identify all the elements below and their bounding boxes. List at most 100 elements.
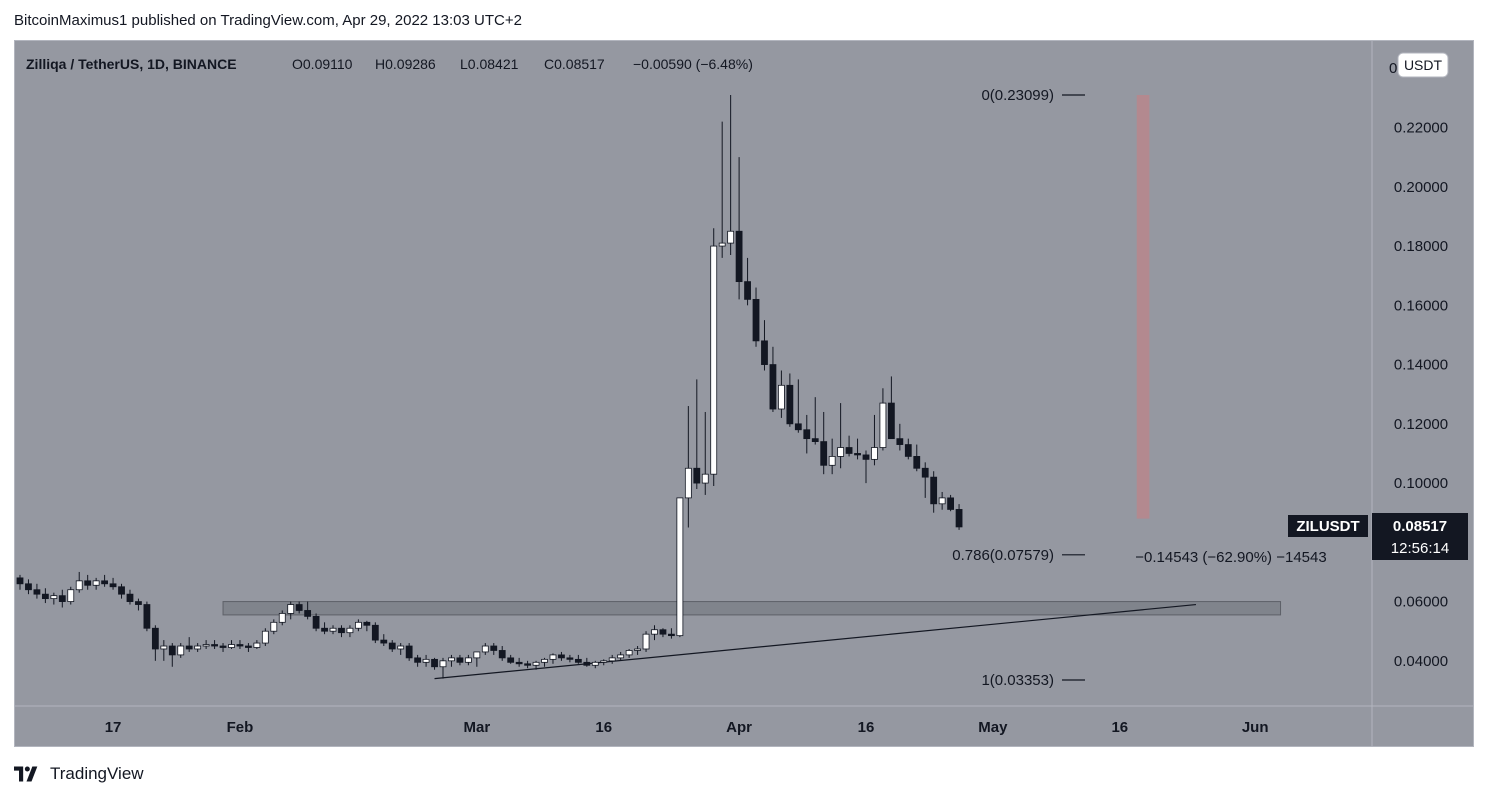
legend: Zilliqa / TetherUS, 1D, BINANCE O0.09110… [26,56,753,72]
candle-body-down [515,661,523,665]
publisher-line: BitcoinMaximus1 published on TradingView… [14,12,522,29]
candle-body-down [371,624,379,641]
candle-body-down [388,642,396,650]
candle-body-down [219,645,227,648]
legend-close: C0.08517 [544,56,605,72]
candle-body-down [904,444,912,457]
candle-body-down [168,645,176,656]
candle [820,411,828,475]
candle-body-down [456,657,464,663]
candle [769,346,777,412]
candle [642,631,650,652]
candle [583,657,591,667]
candle-body-down [583,661,591,666]
candle-body-down [135,601,142,605]
candle [67,586,75,605]
candle [143,601,151,632]
candle-body-down [668,633,675,637]
candle [16,574,24,590]
candle-body-down [693,467,701,484]
y-tick-label: 0.22000 [1394,120,1448,137]
x-tick-label: 16 [858,719,875,736]
candle-body-up [261,630,269,644]
x-tick-label: 16 [1111,719,1128,736]
candle [211,640,218,649]
x-tick-label: Feb [227,719,254,736]
candle [219,643,227,652]
candle-body-up [634,648,641,651]
candle-body-up [727,230,735,244]
candle [786,373,794,427]
candle [854,438,861,460]
candle [930,471,938,513]
candle-body-down [955,509,963,528]
candle [794,379,802,433]
measure-bar [1136,95,1150,519]
candle [185,637,193,652]
candle [811,397,819,445]
footer: TradingView [14,763,144,785]
tradingview-logo-icon [14,766,38,782]
x-tick-label: Jun [1242,719,1269,736]
candle-body-up [541,658,548,663]
y-tick-label: 0.16000 [1394,297,1448,314]
candle [25,579,32,595]
currency-badge-label[interactable]: USDT [1404,57,1443,73]
candle-body-down [304,610,312,617]
currency-badge[interactable]: 0 USDT [1389,52,1449,78]
candle-body-down [25,583,32,591]
last-price-label: ZILUSDT 0.08517 12:56:14 [1288,513,1468,560]
candle-body-down [574,658,582,663]
candle [668,628,675,639]
y-tick-label: 0.20000 [1394,179,1448,196]
candle [862,450,870,484]
candle [803,414,811,454]
candle [33,583,41,599]
candle-body-up [253,642,261,648]
candle [278,610,286,626]
candle-body-down [947,497,954,510]
candle [634,646,641,655]
plot-area[interactable]: 0(0.23099) 0.786(0.07579) 1(0.03353) [15,41,1372,706]
candle [600,659,608,666]
candle [253,640,261,649]
candle [684,406,692,528]
price-tag-countdown: 12:56:14 [1391,540,1449,557]
candle [84,574,92,590]
candle-body-down [769,364,777,410]
candle-body-up [642,633,650,650]
candle-body-down [854,453,861,456]
candle-body-up [329,627,337,632]
candle-body-down [896,438,904,445]
candle [947,494,954,512]
candle-body-down [185,645,193,650]
legend-low: L0.08421 [460,56,519,72]
candle [778,370,785,418]
candle [261,628,269,647]
candle [659,628,667,638]
candle [921,462,929,498]
candle-body-up [464,657,472,663]
candle [177,643,185,658]
candle [236,640,244,649]
candle-body-up [448,657,455,662]
candle [50,592,58,605]
candle [354,619,362,632]
candle-body-down [431,658,438,668]
candle-body-down [126,593,134,602]
candle-body-down [490,645,498,651]
candle-body-down [245,645,252,648]
candle [896,423,904,451]
currency-badge-box[interactable] [1397,52,1449,78]
y-tick-label: 0.04000 [1394,653,1448,670]
fib-level: 0(0.23099) [981,87,1085,104]
candle-body-up [676,497,684,637]
y-tick-label: 0.06000 [1394,594,1448,611]
support-zone [222,601,1282,616]
candle [701,411,709,495]
candle [422,654,430,667]
y-tick-label: 0.10000 [1394,475,1448,492]
candle-body-up [194,645,202,650]
candle [710,228,718,487]
